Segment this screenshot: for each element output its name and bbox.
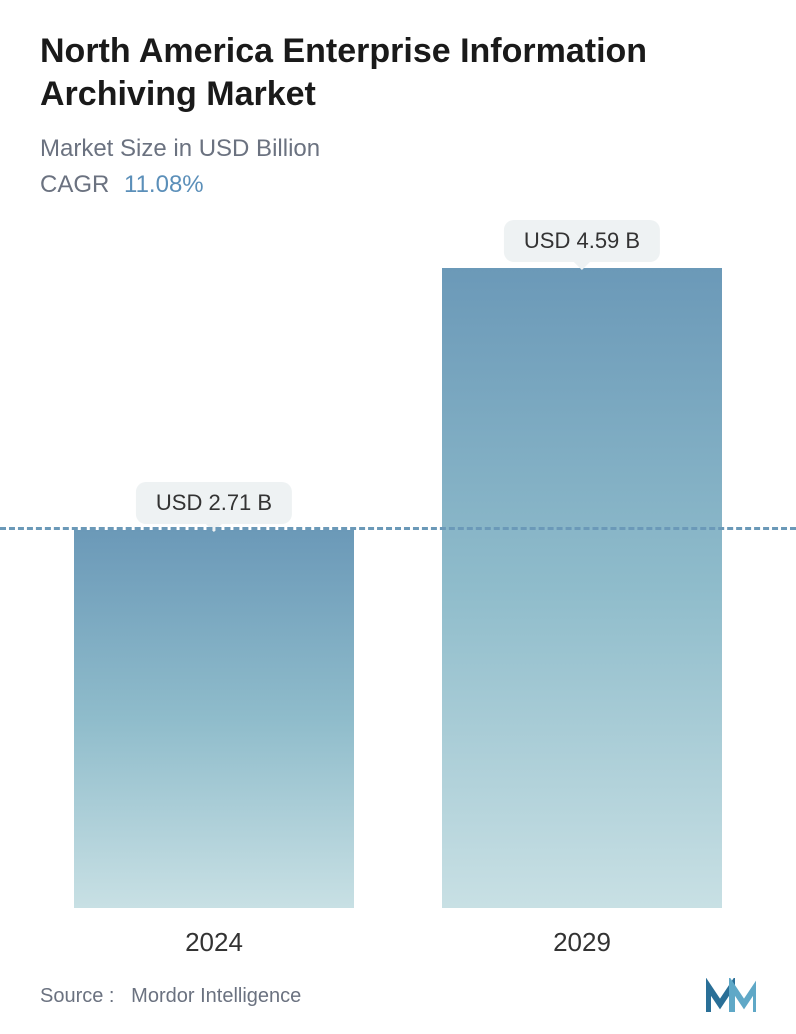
bar-column-1: USD 4.59 B — [442, 268, 722, 908]
bars-wrap: USD 2.71 B USD 4.59 B — [40, 268, 756, 908]
x-axis-labels: 2024 2029 — [40, 927, 756, 958]
reference-line — [0, 527, 796, 530]
footer: Source : Mordor Intelligence — [40, 968, 756, 1014]
cagr-label: CAGR — [40, 171, 109, 198]
bar-column-0: USD 2.71 B — [74, 530, 354, 908]
cagr-value: 11.08% — [124, 171, 204, 198]
chart-subtitle: Market Size in USD Billion — [40, 135, 756, 163]
x-label-0: 2024 — [74, 927, 354, 958]
value-badge-1: USD 4.59 B — [504, 220, 660, 262]
x-label-1: 2029 — [442, 927, 722, 958]
value-badge-0: USD 2.71 B — [136, 482, 292, 524]
source-text: Source : Mordor Intelligence — [40, 985, 301, 1008]
source-label: Source : — [40, 985, 114, 1007]
source-name: Mordor Intelligence — [131, 985, 301, 1007]
chart-area: USD 2.71 B USD 4.59 B 2024 2029 — [40, 219, 756, 968]
bar-0: USD 2.71 B — [74, 530, 354, 908]
mordor-logo-icon — [706, 978, 756, 1014]
cagr-row: CAGR 11.08% — [40, 171, 756, 199]
chart-title: North America Enterprise Information Arc… — [40, 30, 756, 115]
chart-container: North America Enterprise Information Arc… — [0, 0, 796, 1034]
bar-1: USD 4.59 B — [442, 268, 722, 908]
